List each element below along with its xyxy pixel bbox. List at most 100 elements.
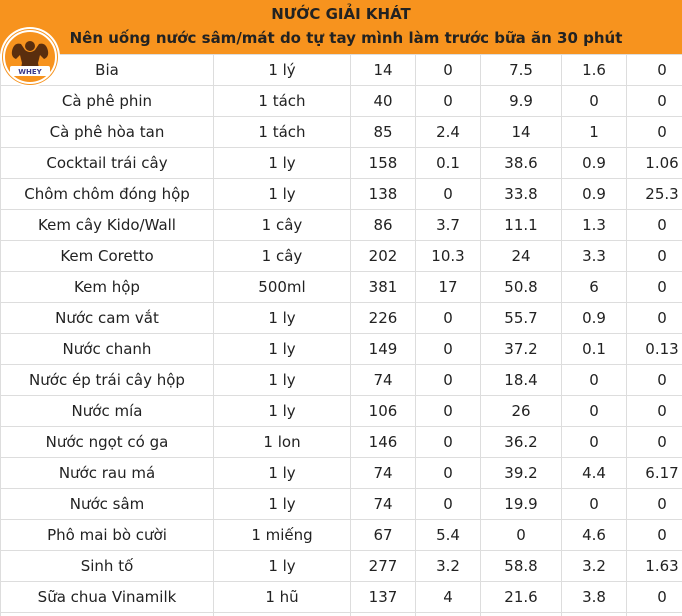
food-name-cell [0, 612, 214, 616]
calories-cell: 146 [350, 426, 416, 458]
fat-cell: 4 [415, 581, 481, 613]
serving-cell: 1 tách [213, 85, 351, 117]
protein-cell: 3.3 [561, 240, 627, 272]
calories-cell: 74 [350, 364, 416, 396]
food-name-cell: Cà phê phin [0, 85, 214, 117]
section-title: NƯỚC GIẢI KHÁT [271, 5, 411, 23]
serving-cell: 1 miếng [213, 519, 351, 551]
protein-cell: 6 [561, 271, 627, 303]
value-cell: 0 [626, 426, 682, 458]
protein-cell: 4.6 [561, 519, 627, 551]
protein-cell: 3.2 [561, 550, 627, 582]
fat-cell: 0 [415, 54, 481, 86]
table-row: Cà phê phin 1 tách 40 0 9.9 0 0 [0, 85, 682, 117]
fat-cell: 0.1 [415, 147, 481, 179]
serving-cell [213, 612, 351, 616]
fat-cell: 3.2 [415, 550, 481, 582]
carbs-cell: 18.4 [480, 364, 562, 396]
protein-cell: 0 [561, 85, 627, 117]
calories-cell: 137 [350, 581, 416, 613]
carbs-cell: 21.6 [480, 581, 562, 613]
value-cell: 0 [626, 54, 682, 86]
fat-cell: 0 [415, 457, 481, 489]
serving-cell: 1 tách [213, 116, 351, 148]
carbs-cell: 39.2 [480, 457, 562, 489]
calories-cell: 226 [350, 302, 416, 334]
carbs-cell: 50.8 [480, 271, 562, 303]
protein-cell: 3.8 [561, 581, 627, 613]
value-cell: 1.06 [626, 147, 682, 179]
serving-cell: 1 ly [213, 302, 351, 334]
fat-cell: 0 [415, 302, 481, 334]
calories-cell: 86 [350, 209, 416, 241]
bodybuilder-logo-icon: WHEY [2, 29, 58, 85]
protein-cell: 0 [561, 395, 627, 427]
value-cell: 0 [626, 85, 682, 117]
fat-cell [415, 612, 481, 616]
serving-cell: 1 hũ [213, 581, 351, 613]
food-name-cell: Kem hộp [0, 271, 214, 303]
serving-cell: 1 ly [213, 364, 351, 396]
food-name-cell: Nước ngọt có ga [0, 426, 214, 458]
protein-cell: 0 [561, 488, 627, 520]
table-row: Nước mía 1 ly 106 0 26 0 0 [0, 395, 682, 427]
fat-cell: 0 [415, 333, 481, 365]
calories-cell: 158 [350, 147, 416, 179]
calories-cell: 202 [350, 240, 416, 272]
serving-cell: 1 ly [213, 550, 351, 582]
table-row: Kem Coretto 1 cây 202 10.3 24 3.3 0 [0, 240, 682, 272]
food-name-cell: Cà phê hòa tan [0, 116, 214, 148]
food-name-cell: Nước sâm [0, 488, 214, 520]
calories-cell: 149 [350, 333, 416, 365]
calories-cell: 85 [350, 116, 416, 148]
protein-cell: 4.4 [561, 457, 627, 489]
nutrition-table: Bia 1 lý 14 0 7.5 1.6 0 Cà phê phin 1 tách 40 0 9.9… [0, 54, 682, 616]
food-name-cell: Chôm chôm đóng hộp [0, 178, 214, 210]
serving-cell: 1 lý [213, 54, 351, 86]
food-name-cell: Cocktail trái cây [0, 147, 214, 179]
serving-cell: 1 cây [213, 240, 351, 272]
fat-cell: 10.3 [415, 240, 481, 272]
value-cell [626, 612, 682, 616]
table-row: Nước sâm 1 ly 74 0 19.9 0 0 [0, 488, 682, 520]
fat-cell: 0 [415, 488, 481, 520]
food-name-cell: Nước cam vắt [0, 302, 214, 334]
fat-cell: 3.7 [415, 209, 481, 241]
fat-cell: 5.4 [415, 519, 481, 551]
calories-cell: 74 [350, 488, 416, 520]
value-cell: 1.63 [626, 550, 682, 582]
carbs-cell: 14 [480, 116, 562, 148]
serving-cell: 1 ly [213, 395, 351, 427]
carbs-cell: 37.2 [480, 333, 562, 365]
food-name-cell: Kem Coretto [0, 240, 214, 272]
table-row: Kem hộp 500ml 381 17 50.8 6 0 [0, 271, 682, 303]
value-cell: 25.3 [626, 178, 682, 210]
table-row: Cocktail trái cây 1 ly 158 0.1 38.6 0.9 1.06 [0, 147, 682, 179]
carbs-cell: 24 [480, 240, 562, 272]
calories-cell: 74 [350, 457, 416, 489]
table-row: Sinh tố 1 ly 277 3.2 58.8 3.2 1.63 [0, 550, 682, 582]
fat-cell: 0 [415, 395, 481, 427]
calories-cell: 138 [350, 178, 416, 210]
food-name-cell: Phô mai bò cười [0, 519, 214, 551]
fat-cell: 2.4 [415, 116, 481, 148]
value-cell: 0 [626, 302, 682, 334]
protein-cell: 1.6 [561, 54, 627, 86]
protein-cell: 0 [561, 426, 627, 458]
carbs-cell: 36.2 [480, 426, 562, 458]
food-name-cell: Sữa chua Vinamilk [0, 581, 214, 613]
food-name-cell: Sinh tố [0, 550, 214, 582]
serving-cell: 1 cây [213, 209, 351, 241]
table-row: Nước chanh 1 ly 149 0 37.2 0.1 0.13 [0, 333, 682, 365]
svg-text:WHEY: WHEY [18, 68, 42, 76]
protein-cell: 1.3 [561, 209, 627, 241]
serving-cell: 1 ly [213, 178, 351, 210]
carbs-cell [480, 612, 562, 616]
serving-cell: 1 lon [213, 426, 351, 458]
food-name-cell: Kem cây Kido/Wall [0, 209, 214, 241]
table-row: Nước ngọt có ga 1 lon 146 0 36.2 0 0 [0, 426, 682, 458]
table-row: Bia 1 lý 14 0 7.5 1.6 0 [0, 54, 682, 86]
carbs-cell: 38.6 [480, 147, 562, 179]
value-cell: 0 [626, 240, 682, 272]
value-cell: 0 [626, 519, 682, 551]
